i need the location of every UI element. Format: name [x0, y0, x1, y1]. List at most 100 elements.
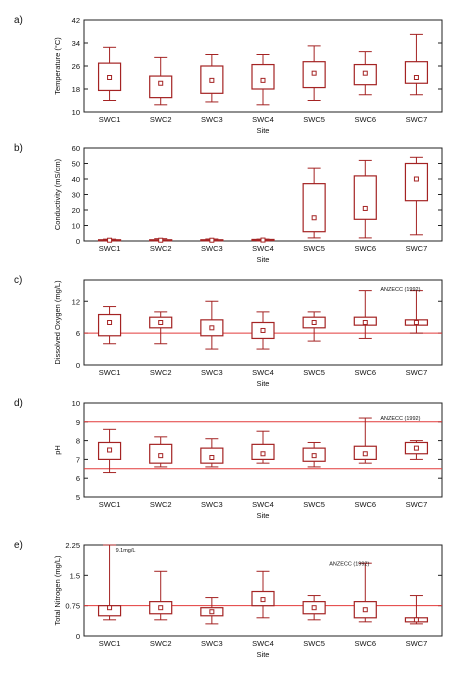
panel-2: 0 10 20 30 40 50 60 SWC1 SWC2 SWC3 SWC4 SWC5 SWC6 SWC… — [14, 143, 443, 264]
x-tick-label: SWC6 — [354, 244, 376, 253]
x-tick-label: SWC3 — [201, 639, 223, 648]
x-tick-label: SWC4 — [252, 500, 274, 509]
median-marker — [260, 597, 266, 603]
annotation: ANZECC (1992) — [380, 416, 420, 422]
box-SWC7 — [404, 440, 429, 460]
y-tick-label: 18 — [72, 85, 80, 94]
x-tick-label: SWC6 — [354, 639, 376, 648]
plot-frame — [83, 279, 443, 366]
y-tick-label: 26 — [72, 62, 80, 71]
median-marker — [107, 605, 113, 611]
x-tick-label: SWC6 — [354, 115, 376, 124]
median-marker — [362, 205, 368, 211]
y-tick-label: 0 — [76, 632, 80, 641]
box-SWC6 — [353, 562, 377, 623]
x-tick-label: SWC5 — [303, 500, 325, 509]
x-tick-label: SWC2 — [150, 115, 172, 124]
box-SWC3 — [200, 438, 224, 468]
median-marker — [209, 609, 215, 615]
panel-4: 5 6 7 8 9 10 SWC1 SWC2 SWC3 SWC4 SWC5 SWC6 SWC7 Site p… — [14, 398, 443, 520]
box-SWC6 — [353, 417, 377, 464]
x-tick-label: SWC1 — [99, 244, 121, 253]
box-SWC4 — [251, 430, 275, 464]
y-axis-label: Total Nitrogen (mg/L) — [53, 555, 62, 626]
box-SWC3 — [200, 597, 224, 625]
x-tick-label: SWC5 — [303, 639, 325, 648]
x-axis-label: Site — [257, 255, 270, 264]
y-axis-label: Conductivity (mS/cm) — [53, 158, 62, 230]
x-tick-label: SWC3 — [201, 368, 223, 377]
box-SWC2 — [149, 56, 173, 106]
x-tick-label: SWC1 — [99, 115, 121, 124]
box-SWC7 — [404, 156, 429, 236]
y-tick-label: 2.25 — [65, 541, 80, 550]
box-SWC7 — [404, 290, 429, 334]
y-tick-label: 5 — [76, 493, 80, 502]
y-tick-label: 34 — [72, 39, 80, 48]
median-marker — [413, 320, 419, 325]
plot-frame — [83, 402, 443, 498]
x-tick-label: SWC1 — [99, 639, 121, 648]
box-SWC1 — [97, 306, 122, 345]
median-marker — [260, 451, 266, 457]
median-marker — [158, 453, 164, 459]
annotation: 9.1mg/L — [116, 548, 136, 554]
box-SWC3 — [200, 237, 224, 243]
box-SWC5 — [302, 167, 326, 239]
median-marker — [107, 447, 113, 453]
x-axis-label: Site — [257, 379, 270, 388]
median-marker — [362, 607, 368, 613]
box-SWC2 — [149, 311, 173, 345]
median-marker — [413, 176, 419, 182]
median-marker — [311, 605, 317, 611]
x-tick-label: SWC5 — [303, 115, 325, 124]
median-marker — [158, 80, 164, 86]
box-SWC6 — [353, 51, 377, 96]
y-tick-label: 10 — [72, 399, 80, 408]
y-tick-label: 0.75 — [65, 602, 80, 611]
median-marker — [209, 325, 215, 331]
median-marker — [107, 320, 113, 325]
y-tick-label: 50 — [72, 160, 80, 169]
panel-3: 0 6 12 SWC1 SWC2 SWC3 SWC4 SWC5 SWC6 SWC7 Site Diss… — [14, 275, 443, 388]
box-SWC6 — [353, 159, 377, 239]
y-tick-label: 42 — [72, 16, 80, 25]
x-tick-label: SWC7 — [406, 244, 428, 253]
panel-5: 0 0.75 1.5 2.25 SWC1 SWC2 SWC3 SWC4 SWC5 SWC6 SWC7… — [14, 540, 443, 659]
y-tick-label: 12 — [72, 297, 80, 306]
median-marker — [260, 327, 266, 333]
x-tick-label: SWC4 — [252, 115, 274, 124]
box-SWC5 — [302, 595, 326, 621]
box-SWC7 — [404, 595, 429, 625]
box-SWC1 — [97, 428, 122, 474]
plot-frame — [83, 544, 443, 637]
box-SWC4 — [251, 311, 275, 350]
annotation: ANZECC (1992) — [380, 287, 420, 293]
iqr-box — [149, 75, 173, 99]
y-tick-label: 6 — [76, 474, 80, 483]
median-marker — [107, 75, 113, 80]
box-SWC4 — [251, 570, 275, 619]
median-marker — [158, 320, 164, 325]
median-marker — [311, 70, 317, 76]
box-SWC7 — [404, 33, 429, 96]
box-SWC1 — [97, 237, 122, 243]
iqr-box — [251, 63, 275, 90]
median-marker — [260, 237, 266, 243]
median-marker — [413, 75, 419, 80]
y-tick-label: 1.5 — [70, 571, 80, 580]
median-marker — [158, 237, 164, 243]
box-SWC5 — [302, 311, 326, 342]
panel-label: c) — [14, 275, 22, 286]
median-marker — [158, 605, 164, 611]
box-SWC3 — [200, 300, 224, 350]
y-axis-label: Dissolved Oxygen (mg/L) — [53, 280, 62, 365]
x-tick-label: SWC4 — [252, 368, 274, 377]
x-axis-label: Site — [257, 126, 270, 135]
y-tick-label: 30 — [72, 191, 80, 200]
x-tick-label: SWC7 — [406, 500, 428, 509]
x-tick-label: SWC1 — [99, 500, 121, 509]
x-tick-label: SWC5 — [303, 244, 325, 253]
y-axis-label: pH — [53, 445, 62, 455]
x-tick-label: SWC7 — [406, 368, 428, 377]
